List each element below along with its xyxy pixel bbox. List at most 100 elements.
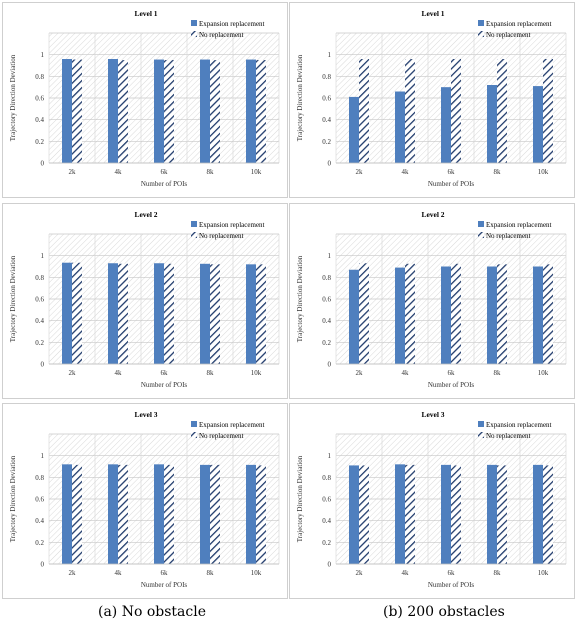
chart-title: Level 3 [134,410,157,419]
bar-expansion-replacement [395,91,405,163]
x-axis-label: Number of POIs [141,581,188,589]
x-axis-label: Number of POIs [428,381,475,389]
bar-expansion-replacement [154,263,164,364]
bar-expansion-replacement [108,59,118,163]
bar-expansion-replacement [246,59,256,163]
legend-swatch [191,421,197,427]
legend-swatch [191,432,197,438]
x-axis-label: Number of POIs [141,381,188,389]
x-tick-label: 2k [69,168,77,176]
y-tick-label: 0.4 [322,116,331,124]
y-tick-label: 0.4 [322,317,331,325]
y-axis-label: Trajectory Direction Deviation [296,255,304,342]
bar-no-replacement [405,263,415,364]
x-tick-label: 4k [402,569,410,577]
bar-expansion-replacement [441,464,451,564]
bar-no-replacement [543,59,553,163]
bar-expansion-replacement [395,267,405,364]
bar-no-replacement [210,60,220,164]
chart-panel-b-level-2: 0 0.2 0.4 0.6 0.8 1 2k 4k 6k 8k 10k Level 2 Number o… [289,203,575,399]
y-tick-label: 0.6 [322,296,331,304]
y-tick-label: 0.2 [322,138,331,146]
chart-svg: 0 0.2 0.4 0.6 0.8 1 2k 4k 6k 8k 10k Level 3 Number o… [9,410,280,589]
y-tick-label: 0.8 [35,73,44,81]
x-tick-label: 10k [251,168,262,176]
bar-expansion-replacement [246,464,256,564]
x-tick-label: 2k [356,168,364,176]
legend-swatch [478,232,484,238]
x-tick-label: 6k [448,369,456,377]
x-tick-label: 10k [251,369,262,377]
bar-no-replacement [405,464,415,564]
chart-title: Level 1 [134,9,157,18]
bar-no-replacement [118,464,128,564]
y-tick-label: 1 [328,252,332,260]
y-tick-label: 0 [328,561,332,569]
y-tick-label: 0.4 [35,517,44,525]
bar-no-replacement [256,60,266,164]
bar-expansion-replacement [533,86,543,163]
x-tick-label: 8k [494,369,502,377]
caption-right: (b) 200 obstacles [383,604,505,620]
x-tick-label: 10k [538,569,549,577]
bar-expansion-replacement [395,464,405,564]
chart-panel-a-level-2: 0 0.2 0.4 0.6 0.8 1 2k 4k 6k 8k 10k Level 2 Number o… [2,203,288,399]
bar-no-replacement [497,264,507,364]
y-tick-label: 1 [41,51,45,59]
bar-no-replacement [497,465,507,564]
y-tick-label: 0 [328,361,332,369]
bar-expansion-replacement [200,464,210,564]
y-tick-label: 1 [41,252,45,260]
x-tick-label: 2k [69,569,77,577]
chart-svg: 0 0.2 0.4 0.6 0.8 1 2k 4k 6k 8k 10k Level 1 Number o… [9,9,280,188]
bar-no-replacement [72,262,82,364]
y-tick-label: 0.8 [322,73,331,81]
chart-svg: 0 0.2 0.4 0.6 0.8 1 2k 4k 6k 8k 10k Level 1 Number o… [296,9,567,188]
bar-expansion-replacement [487,85,497,163]
legend-label: Expansion replacement [486,221,552,229]
y-tick-label: 0.2 [322,339,331,347]
legend-label: No replacement [199,432,244,440]
legend-swatch [191,232,197,238]
bar-no-replacement [164,60,174,164]
x-tick-label: 10k [538,369,549,377]
bar-expansion-replacement [62,59,72,163]
bar-no-replacement [256,465,266,564]
bar-no-replacement [543,465,553,564]
bar-no-replacement [256,264,266,364]
chart-svg: 0 0.2 0.4 0.6 0.8 1 2k 4k 6k 8k 10k Level 2 Number o… [296,210,567,389]
bar-expansion-replacement [441,266,451,364]
chart-title: Level 3 [421,410,444,419]
bar-expansion-replacement [246,264,256,364]
chart-panel-a-level-3: 0 0.2 0.4 0.6 0.8 1 2k 4k 6k 8k 10k Level 3 Number o… [2,403,288,599]
y-tick-label: 0.8 [35,274,44,282]
bar-no-replacement [405,59,415,163]
y-tick-label: 0 [41,160,45,168]
y-tick-label: 0.8 [322,474,331,482]
x-tick-label: 8k [494,168,502,176]
bar-no-replacement [164,263,174,364]
bar-expansion-replacement [441,87,451,163]
bar-no-replacement [210,264,220,364]
bar-no-replacement [72,59,82,163]
y-tick-label: 0.6 [35,496,44,504]
y-tick-label: 0.6 [35,296,44,304]
legend-swatch [191,221,197,227]
x-tick-label: 6k [161,569,169,577]
y-tick-label: 1 [328,452,332,460]
x-tick-label: 4k [402,369,410,377]
x-tick-label: 6k [448,168,456,176]
x-tick-label: 6k [161,168,169,176]
y-tick-label: 0.2 [35,339,44,347]
legend-label: No replacement [199,31,244,39]
chart-panel-b-level-3: 0 0.2 0.4 0.6 0.8 1 2k 4k 6k 8k 10k Level 3 Number o… [289,403,575,599]
y-tick-label: 0.4 [35,317,44,325]
legend-label: No replacement [486,31,531,39]
x-tick-label: 6k [448,569,456,577]
y-tick-label: 0.2 [35,138,44,146]
bar-no-replacement [543,264,553,364]
y-axis-label: Trajectory Direction Deviation [9,54,17,141]
x-tick-label: 4k [115,569,123,577]
x-tick-label: 4k [115,369,123,377]
x-tick-label: 2k [356,569,364,577]
